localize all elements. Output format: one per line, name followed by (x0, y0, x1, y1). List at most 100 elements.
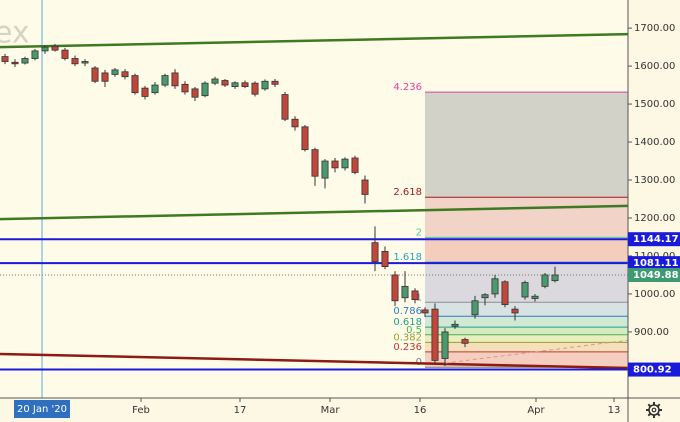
candle-body (221, 80, 229, 86)
x-tick-label: Mar (321, 405, 341, 416)
level-label-bg (628, 256, 680, 271)
candle-body (81, 61, 89, 64)
candle-body (61, 49, 69, 59)
candle-body (401, 285, 409, 299)
fib-zone (425, 92, 628, 198)
level-label: 1081.11 (633, 258, 679, 269)
x-tick-label: 13 (608, 405, 621, 416)
candle-body (281, 94, 289, 120)
candle-body (271, 80, 279, 85)
level-label-bg (628, 232, 680, 247)
candle-body (91, 67, 99, 82)
x-tick-label: 16 (414, 405, 427, 416)
trend-line (0, 204, 629, 221)
candle-body (251, 82, 259, 95)
trend-line (444, 339, 629, 364)
x-tick-label: Feb (132, 405, 150, 416)
candle-body (1, 56, 9, 62)
y-tick-label: 1400.00 (634, 137, 675, 148)
candle-body (361, 179, 369, 195)
candle-body (41, 46, 49, 52)
candle-body (541, 274, 549, 287)
candle-body (331, 160, 339, 169)
candle-body (291, 118, 299, 128)
y-tick-label: 1200.00 (634, 213, 675, 224)
candle-body (311, 149, 319, 177)
level-label: 1144.17 (633, 234, 679, 245)
crosshair-label: 20 Jan '20 (17, 404, 67, 415)
candle-body (321, 160, 329, 179)
fib-label: 0.382 (393, 332, 422, 343)
candle-body (181, 83, 189, 93)
candle-body (201, 82, 209, 97)
fib-zone (425, 237, 628, 263)
candle-body (141, 87, 149, 97)
fib-label: 1.618 (393, 252, 422, 263)
candle-body (131, 75, 139, 94)
candle-body (521, 282, 529, 298)
candle-body (231, 82, 239, 87)
fib-zone (425, 334, 628, 343)
candle-body (101, 72, 109, 82)
candle-body (351, 157, 359, 173)
candle-body (211, 78, 219, 84)
candle-body (461, 339, 469, 344)
candle-body (481, 294, 489, 299)
candle-body (441, 331, 449, 359)
candle-body (381, 251, 389, 267)
y-tick-label: 1000.00 (634, 289, 675, 300)
watermark: ex (0, 16, 30, 51)
candle-body (421, 309, 429, 314)
x-tick-label: Apr (527, 405, 545, 416)
candle-body (111, 69, 119, 75)
fib-zone (425, 197, 628, 238)
plot-layer: 00.2360.3820.50.6180.78611.61822.6184.23… (0, 0, 629, 398)
candle-body (21, 58, 29, 64)
fib-label: 0.618 (393, 317, 422, 328)
fib-zone (425, 316, 628, 328)
settings-icon[interactable] (646, 402, 662, 418)
candle-body (161, 75, 169, 86)
candle-body (341, 158, 349, 169)
y-tick-label: 1600.00 (634, 61, 675, 72)
price-label-bg (628, 267, 680, 282)
level-label: 800.92 (633, 365, 672, 376)
fib-label: 0.786 (393, 306, 422, 317)
candle-body (451, 323, 459, 327)
candle-body (151, 84, 159, 94)
candle-body (391, 274, 399, 302)
trend-line (0, 32, 629, 49)
candle-body (491, 278, 499, 295)
fib-zone (425, 327, 628, 335)
candle-body (191, 88, 199, 98)
candle-body (121, 71, 129, 78)
candle-body (241, 82, 249, 87)
candle-body (31, 50, 39, 59)
y-tick-label: 1300.00 (634, 175, 675, 186)
candle-body (301, 126, 309, 151)
fib-label: 4.236 (393, 82, 422, 93)
candle-body (11, 61, 19, 65)
candle-body (261, 80, 269, 90)
fib-label: 0.5 (406, 325, 422, 336)
candle-body (411, 290, 419, 301)
candle-body (371, 242, 379, 263)
trend-line (0, 352, 629, 370)
candle-body (71, 58, 79, 65)
candle-body (471, 300, 479, 316)
fib-label: 2 (416, 227, 422, 238)
candle-body (51, 45, 59, 51)
candle-body (171, 72, 179, 87)
y-tick-label: 1500.00 (634, 99, 675, 110)
candle-body (531, 295, 539, 299)
level-label-bg (628, 362, 680, 377)
fib-zone (425, 302, 628, 317)
fib-label: 2.618 (393, 187, 422, 198)
candle-body (551, 274, 559, 282)
fib-label: 1 (416, 292, 422, 303)
candle-body (431, 308, 439, 361)
x-tick-label: 17 (234, 405, 247, 416)
fib-label: 0.236 (393, 342, 422, 353)
crosshair-label-bg (14, 400, 70, 418)
